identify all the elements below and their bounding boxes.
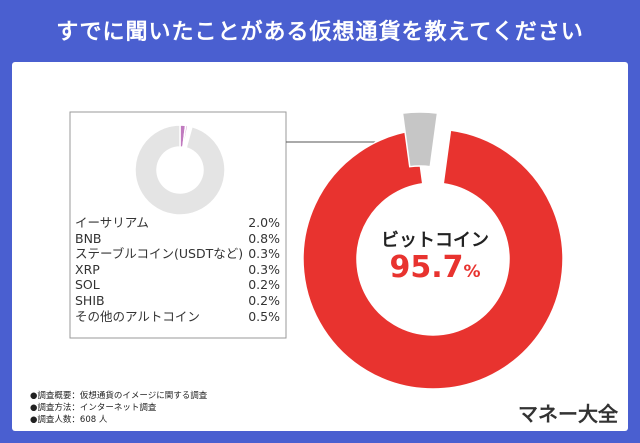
detail-row: その他のアルトコイン 0.5% [75,309,280,325]
main-slice [401,111,439,168]
detail-label: ステーブルコイン(USDTなど) [75,246,244,262]
note-line: ●調査方法：インターネット調査 [30,403,157,413]
detail-label: イーサリアム [75,215,149,230]
detail-value: 0.2% [248,277,280,293]
detail-row: BNB 0.8% [75,231,280,247]
detail-value: 0.8% [248,230,280,246]
main-donut [302,111,564,390]
note-line: ●調査人数：608 人 [30,415,108,425]
page-title: すでに聞いたことがある仮想通貨を教えてください [56,20,584,45]
detail-label: SHIB [75,292,105,308]
note-line: ●調査概要：仮想通貨のイメージに関する調査 [30,391,208,401]
main-value-number: 95.7 [389,250,464,285]
detail-value: 0.5% [248,308,280,324]
detail-box [69,111,287,339]
detail-row: ステーブルコイン(USDTなど) 0.3% [75,246,280,262]
detail-donut [134,124,226,216]
detail-row: SHIB 0.2% [75,293,280,309]
survey-notes: ●調査概要：仮想通貨のイメージに関する調査 ●調査方法：インターネット調査 ●調… [30,390,207,426]
detail-list: イーサリアム 2.0% BNB 0.8% ステーブルコイン(USDTなど) 0.3% XRP… [75,215,280,324]
detail-row: XRP 0.3% [75,262,280,278]
detail-label: SOL [75,277,100,293]
main-slice-value: 95.7% [360,250,510,285]
detail-value: 0.3% [248,261,280,277]
detail-label: その他のアルトコイン [75,308,200,324]
brand-logo-text: マネー大全 [518,402,618,426]
detail-value: 0.2% [248,292,280,308]
detail-value: 2.0% [248,215,280,230]
detail-label: XRP [75,261,100,277]
detail-row: イーサリアム 2.0% [75,215,280,231]
main-value-unit: % [463,262,481,282]
main-slice-label: ビットコイン [381,230,489,251]
main-slice [302,129,564,390]
detail-slice [134,124,226,216]
detail-value: 0.3% [248,246,280,262]
detail-row: SOL 0.2% [75,277,280,293]
detail-label: BNB [75,230,102,246]
